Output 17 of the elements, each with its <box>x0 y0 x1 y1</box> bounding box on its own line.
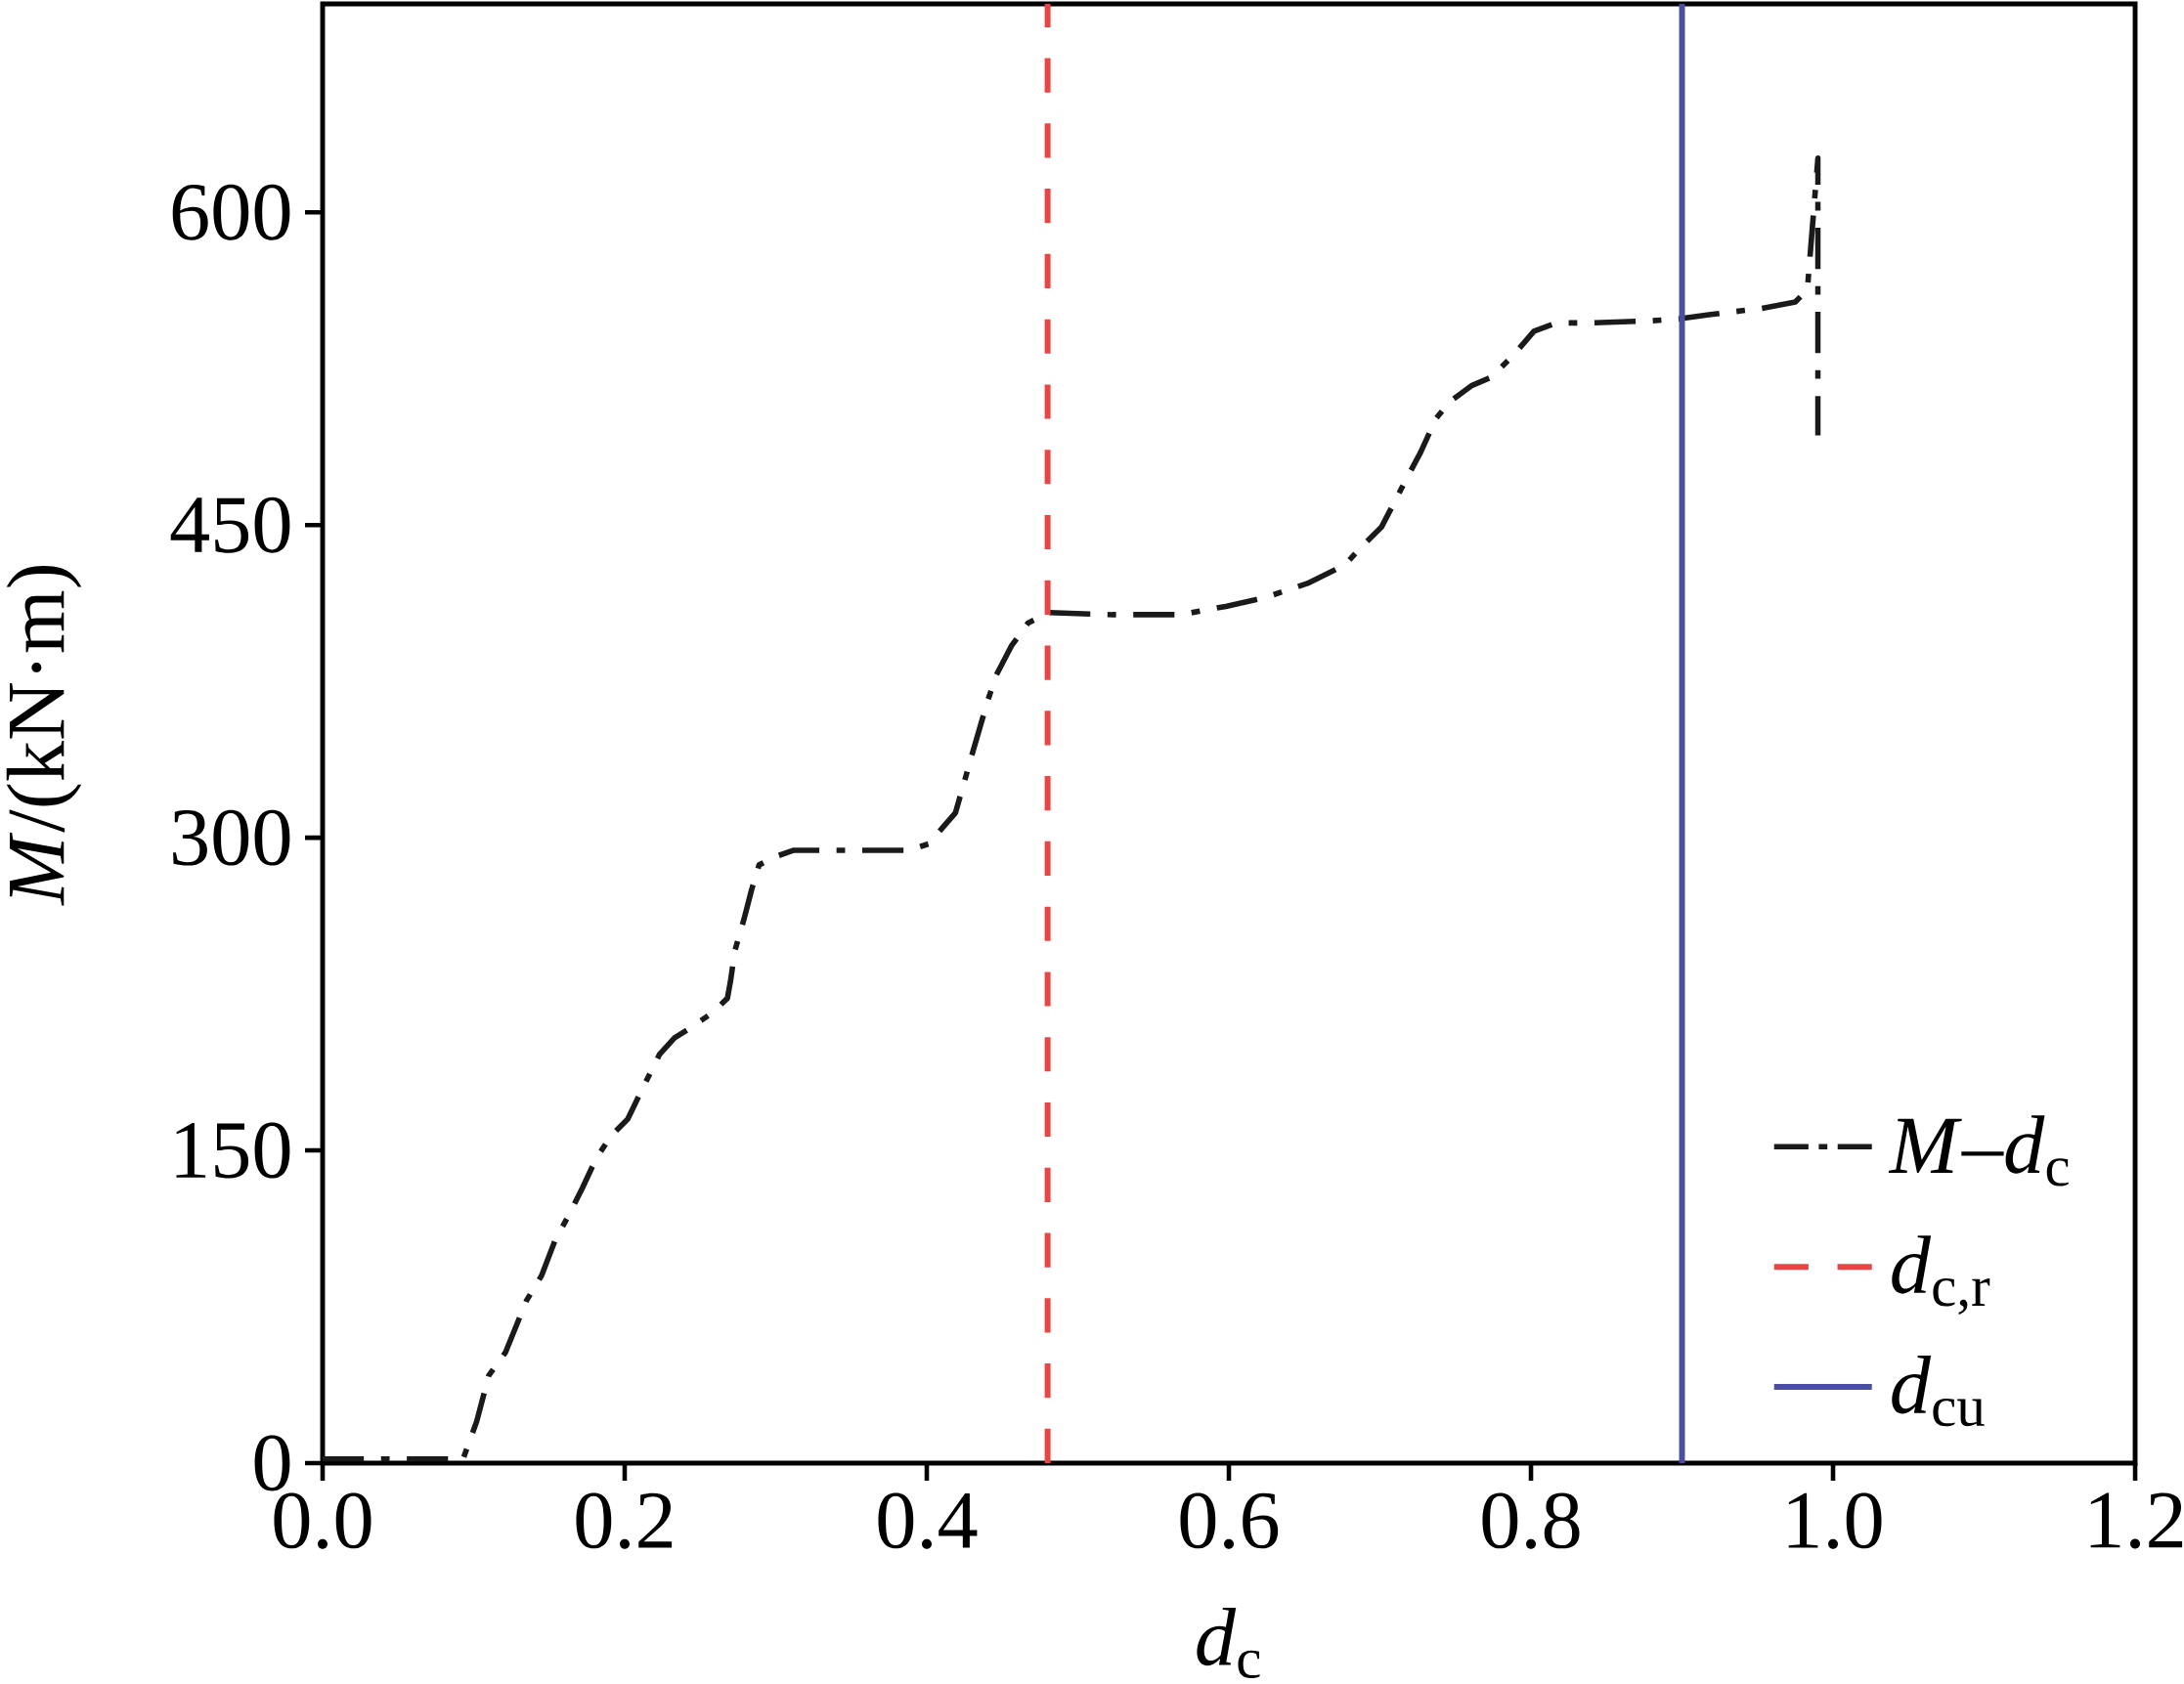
x-tick-label: 1.2 <box>2090 1492 2183 1549</box>
y-tick-label: 300 <box>173 809 290 866</box>
legend-label: d$_{c,r}$ <box>1892 1235 1990 1315</box>
x-tick-label: 1.0 <box>1788 1492 1882 1549</box>
x-tick-label: 0.8 <box>1482 1492 1580 1549</box>
x-tick-label: 0.2 <box>576 1492 673 1549</box>
y-axis-title: M/(kN·m) <box>6 565 82 906</box>
y-tick-label: 450 <box>170 497 290 553</box>
y-tick-label: 150 <box>176 1122 290 1179</box>
y-tick-label: 600 <box>172 184 290 240</box>
x-tick-label: 0.4 <box>878 1492 978 1549</box>
x-tick-label: 0.0 <box>274 1492 371 1549</box>
legend-label: M–d$_{c}$ <box>1888 1115 2069 1187</box>
x-axis-title: d$_{c}$ <box>1197 1607 1260 1679</box>
x-tick-label: 0.6 <box>1180 1492 1279 1549</box>
y-tick-label: 0 <box>254 1435 290 1491</box>
legend-label: d$_{cu}$ <box>1892 1356 1985 1427</box>
